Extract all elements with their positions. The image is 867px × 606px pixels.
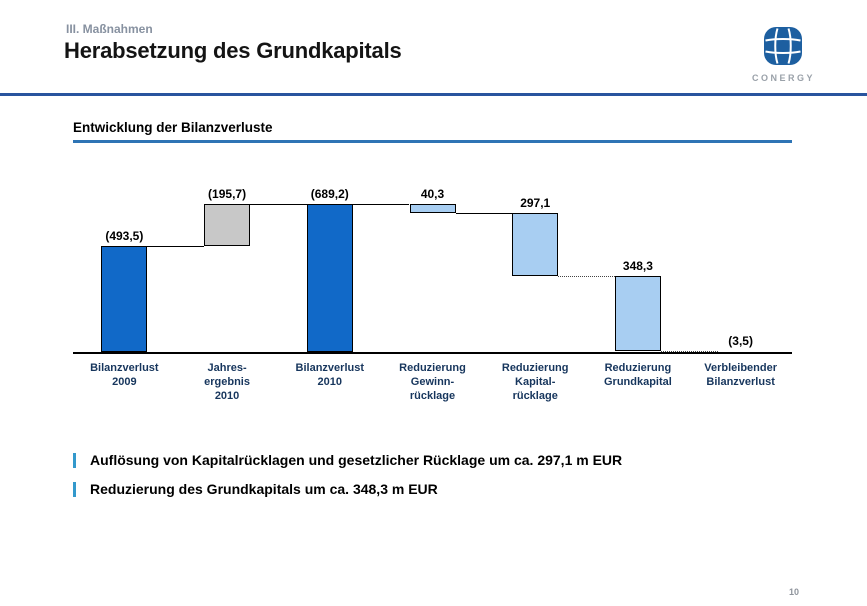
chart-bar — [101, 246, 148, 352]
bar-value-label: 348,3 — [622, 259, 653, 274]
connector-line — [558, 276, 615, 278]
connector-line — [250, 204, 307, 205]
connector-line — [352, 204, 410, 205]
chart-title-underline — [73, 140, 792, 143]
category-label: Verbleibender Bilanzverlust — [704, 362, 778, 388]
category-label: Jahres- ergebnis 2010 — [204, 362, 250, 402]
bullet-marker-icon — [73, 453, 76, 468]
bar-value-label: (195,7) — [208, 187, 247, 201]
category-label: Reduzierung Gewinn- rücklage — [399, 362, 466, 402]
globe-icon — [764, 27, 802, 65]
chart-bar — [614, 276, 661, 352]
chart-bar — [512, 212, 559, 277]
category-label: Bilanzverlust 2010 — [295, 362, 364, 388]
bar-value-label: 40,3 — [420, 187, 445, 201]
category-label: Reduzierung Kapital- rücklage — [501, 362, 569, 402]
conergy-logo: CONERGY — [752, 26, 814, 83]
bar-value-label: 297,1 — [520, 195, 551, 210]
brand-wordmark: CONERGY — [752, 73, 816, 83]
connector-line — [147, 246, 205, 248]
chart-bar — [204, 204, 251, 247]
bullet-text: Auflösung von Kapitalrücklagen und geset… — [90, 452, 623, 468]
chart-title: Entwicklung der Bilanzverluste — [73, 120, 273, 135]
bar-value-label: (493,5) — [105, 229, 144, 244]
category-label: Bilanzverlust 2009 — [90, 362, 159, 388]
bullet-text: Reduzierung des Grundkapitals um ca. 348… — [90, 481, 438, 497]
bullet-item: Reduzierung des Grundkapitals um ca. 348… — [73, 481, 438, 497]
category-label: Reduzierung Grundkapital — [603, 362, 672, 388]
chart-bar — [409, 204, 456, 213]
bar-value-label: (689,2) — [310, 187, 349, 201]
bullet-marker-icon — [73, 482, 76, 497]
connector-line — [455, 212, 513, 214]
page-title: Herabsetzung des Grundkapitals — [64, 38, 402, 63]
connector-line — [660, 351, 718, 353]
chart-baseline — [73, 352, 792, 354]
chart-bar — [306, 204, 353, 352]
section-eyebrow: III. Maßnahmen — [66, 22, 153, 36]
page-number: 10 — [789, 587, 800, 597]
header-divider — [0, 93, 867, 96]
bullet-item: Auflösung von Kapitalrücklagen und geset… — [73, 452, 622, 468]
bar-value-label: (3,5) — [728, 334, 753, 349]
